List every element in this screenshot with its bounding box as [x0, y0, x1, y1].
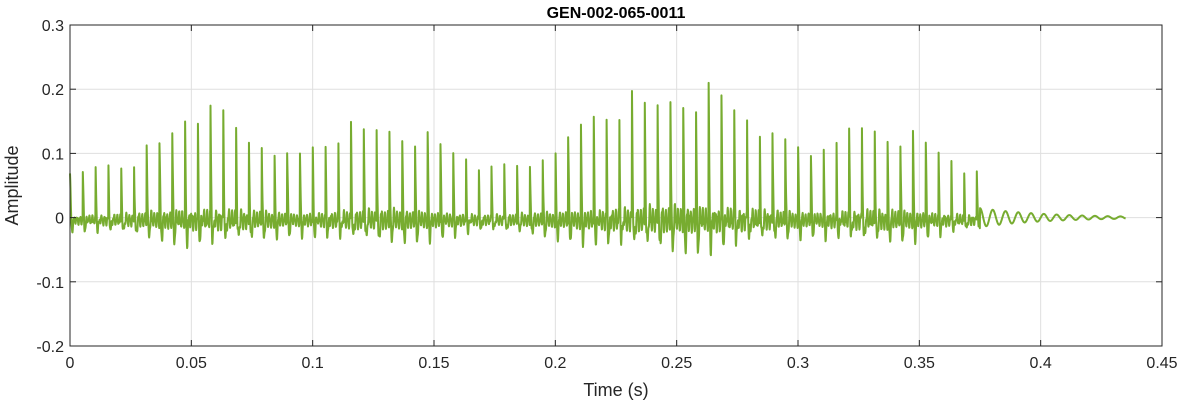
y-tick-label: 0: [55, 211, 64, 228]
y-tick-label: 0.3: [42, 18, 64, 35]
y-tick-label: -0.1: [36, 275, 64, 292]
x-tick-label: 0.05: [176, 355, 207, 372]
series-line: [69, 81, 1127, 257]
chart-title: GEN-002-065-0011: [547, 5, 686, 22]
x-tick-label: 0.45: [1146, 355, 1177, 372]
y-tick-label: 0.2: [42, 82, 64, 99]
x-tick-label: 0.35: [904, 355, 935, 372]
x-axis-label: Time (s): [583, 380, 648, 400]
x-tick-label: 0.4: [1030, 355, 1052, 372]
y-tick-label: 0.1: [42, 146, 64, 163]
x-tick-label: 0.1: [302, 355, 324, 372]
grid: [69, 24, 1163, 347]
y-axis-label: Amplitude: [2, 145, 22, 225]
x-tick-label: 0.15: [418, 355, 449, 372]
plot-area-frame: [69, 24, 1163, 347]
y-tick-label: -0.2: [36, 339, 64, 356]
x-tick-label: 0.3: [787, 355, 809, 372]
x-tick-label: 0.25: [661, 355, 692, 372]
x-tick-label: 0: [66, 355, 75, 372]
x-tick-label: 0.2: [544, 355, 566, 372]
axis-ticks: 0 0.05 0.1 0.15 0.2 0.25 0.3 0.35 0.4 0.45 -0.2 -0.…: [36, 18, 1177, 372]
